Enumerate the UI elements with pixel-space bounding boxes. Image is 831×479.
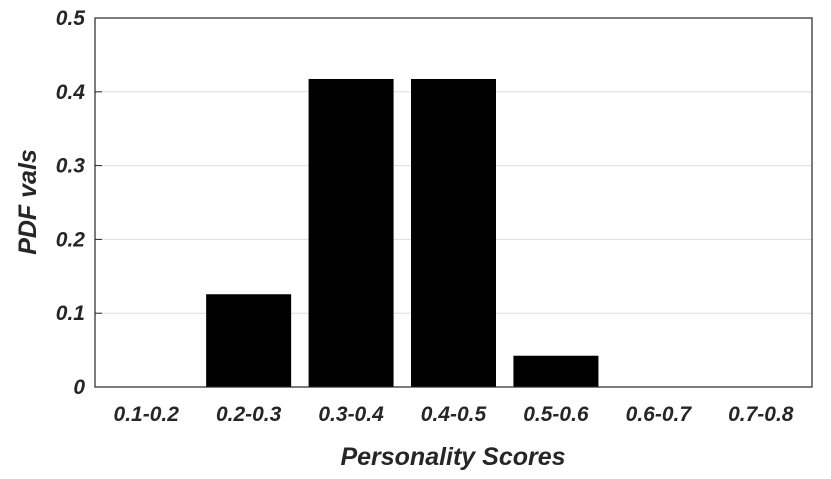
y-tick-label: 0.2 [56, 228, 86, 251]
y-tick-label: 0.5 [56, 7, 86, 30]
bar [513, 355, 599, 388]
bar [308, 78, 394, 388]
y-tick-label: 0.3 [56, 155, 86, 178]
bar [411, 78, 496, 388]
y-axis-label: PDF vals [14, 149, 42, 255]
x-tick-label: 0.6-0.7 [626, 403, 693, 426]
y-tick-label: 0.4 [56, 81, 86, 104]
x-tick-label: 0.7-0.8 [728, 403, 794, 426]
y-tick-label: 0.1 [56, 302, 85, 325]
x-tick-label: 0.5-0.6 [523, 403, 589, 426]
x-tick-label: 0.4-0.5 [421, 403, 487, 426]
plot-frame [94, 17, 813, 388]
y-tick-label: 0 [73, 376, 85, 399]
x-axis-label: Personality Scores [340, 443, 565, 471]
x-tick-label: 0.1-0.2 [114, 403, 180, 426]
x-tick-label: 0.3-0.4 [318, 403, 384, 426]
bar [206, 294, 292, 388]
x-tick-label: 0.2-0.3 [216, 403, 282, 426]
